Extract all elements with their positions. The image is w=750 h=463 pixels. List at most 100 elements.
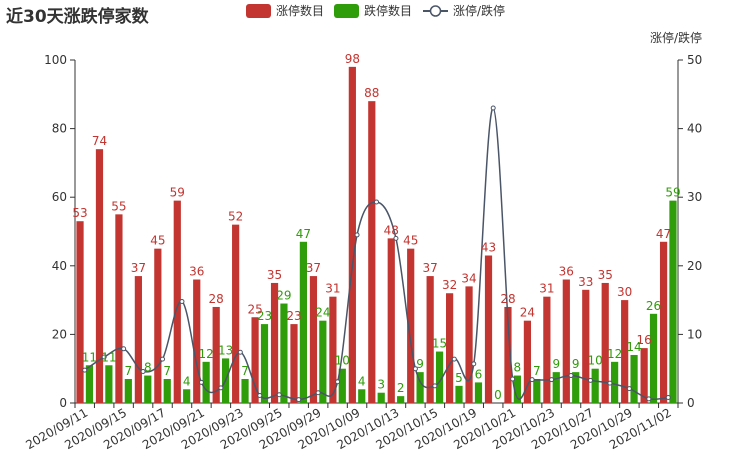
limit-down-bar[interactable] [552, 372, 560, 403]
limit-down-bar[interactable] [416, 372, 424, 403]
limit-down-bar[interactable] [124, 378, 132, 403]
limit-up-bar[interactable] [270, 282, 279, 403]
limit-up-bar[interactable] [329, 296, 337, 403]
limit-down-bar[interactable] [611, 361, 619, 403]
limit-down-bar[interactable] [163, 378, 171, 403]
limit-up-bar[interactable] [640, 348, 648, 403]
limit-up-value-label: 32 [442, 278, 457, 292]
limit-up-bar[interactable] [426, 276, 434, 403]
limit-down-bar[interactable] [260, 324, 269, 403]
limit-down-bar[interactable] [319, 320, 327, 403]
limit-up-bar[interactable] [251, 317, 259, 403]
legend-swatch-limit-up[interactable] [246, 4, 271, 18]
limit-up-bar[interactable] [290, 324, 298, 403]
ratio-point[interactable] [490, 105, 496, 111]
limit-up-bar[interactable] [309, 276, 318, 403]
limit-up-bar[interactable] [387, 238, 395, 403]
limit-up-bar[interactable] [115, 214, 123, 403]
ratio-point[interactable] [412, 366, 418, 372]
limit-down-bar[interactable] [358, 389, 366, 403]
limit-down-bar[interactable] [474, 382, 483, 403]
ratio-point[interactable] [568, 373, 574, 379]
limit-up-bar[interactable] [621, 300, 629, 403]
limit-up-bar[interactable] [134, 276, 142, 403]
ratio-point[interactable] [646, 396, 652, 402]
limit-down-bar[interactable] [85, 365, 94, 403]
ratio-point[interactable] [121, 346, 127, 352]
limit-up-bar[interactable] [95, 149, 104, 403]
limit-down-bar[interactable] [202, 361, 210, 403]
ratio-point[interactable] [626, 386, 632, 392]
limit-up-bar[interactable] [173, 200, 181, 403]
limit-down-bar[interactable] [280, 303, 288, 403]
bar-labels: 5311741155737845759436122813527252335292… [72, 52, 680, 402]
limit-up-bar[interactable] [582, 289, 590, 403]
ratio-point[interactable] [471, 361, 477, 367]
limit-down-bar[interactable] [105, 365, 113, 403]
limit-down-bar[interactable] [397, 396, 405, 403]
limit-down-bar[interactable] [377, 392, 385, 403]
limit-up-bar[interactable] [465, 286, 473, 403]
limit-down-bar[interactable] [241, 378, 249, 403]
ratio-point[interactable] [198, 379, 204, 385]
limit-up-bar[interactable] [601, 282, 609, 403]
limit-up-bar[interactable] [193, 279, 201, 403]
limit-up-bar[interactable] [543, 296, 551, 403]
limit-up-bar[interactable] [212, 306, 220, 403]
legend-swatch-ratio-point[interactable] [429, 5, 442, 17]
ratio-point[interactable] [587, 377, 593, 383]
limit-down-bar[interactable] [183, 389, 191, 403]
limit-down-bar[interactable] [533, 378, 541, 403]
ratio-point[interactable] [237, 349, 243, 355]
limit-up-bar[interactable] [484, 255, 493, 403]
ratio-point[interactable] [140, 368, 146, 374]
limit-up-bar[interactable] [368, 101, 376, 403]
ratio-point[interactable] [101, 354, 107, 360]
ratio-point[interactable] [179, 298, 185, 304]
limit-up-bar[interactable] [407, 248, 415, 403]
legend-swatch-limit-down[interactable] [334, 4, 359, 18]
limit-down-bar[interactable] [338, 368, 346, 403]
ratio-point[interactable] [374, 199, 379, 205]
ratio-point[interactable] [549, 377, 555, 383]
ratio-point[interactable] [335, 379, 341, 385]
limit-down-bar[interactable] [455, 385, 463, 403]
ratio-point[interactable] [218, 385, 224, 391]
legend-label-limit-up[interactable]: 涨停数目 [276, 3, 324, 18]
limit-up-bar[interactable] [232, 224, 240, 403]
ratio-point[interactable] [665, 395, 671, 401]
limit-down-bar[interactable] [572, 372, 580, 403]
limit-down-value-label: 11 [101, 350, 116, 364]
limit-down-bar[interactable] [669, 200, 677, 403]
limit-down-bar[interactable] [299, 241, 307, 403]
ratio-point[interactable] [82, 367, 88, 373]
limit-up-bar[interactable] [562, 279, 570, 403]
limit-down-bar[interactable] [513, 375, 521, 403]
limit-up-bar[interactable] [76, 221, 84, 403]
legend-label-limit-down[interactable]: 跌停数目 [364, 3, 412, 18]
ratio-point[interactable] [354, 232, 360, 238]
ratio-point[interactable] [315, 390, 321, 396]
ratio-point[interactable] [529, 377, 535, 383]
ratio-point[interactable] [276, 392, 282, 398]
limit-up-bar[interactable] [348, 66, 356, 404]
limit-down-bar[interactable] [144, 375, 152, 403]
limit-up-bar[interactable] [523, 320, 532, 403]
limit-up-bar[interactable] [659, 241, 668, 403]
ratio-point[interactable] [451, 356, 457, 362]
limit-down-bar[interactable] [591, 368, 599, 403]
limit-down-bar[interactable] [435, 351, 444, 403]
limit-down-bar[interactable] [630, 354, 638, 403]
limit-up-bar[interactable] [154, 248, 162, 403]
limit-down-bar[interactable] [649, 313, 658, 403]
limit-up-bar[interactable] [446, 293, 454, 403]
ratio-point[interactable] [432, 383, 438, 389]
ratio-point[interactable] [257, 392, 263, 398]
ratio-point[interactable] [607, 380, 613, 386]
ratio-point[interactable] [510, 376, 516, 382]
ratio-point[interactable] [393, 235, 399, 241]
limit-up-bar[interactable] [504, 306, 512, 403]
ratio-point[interactable] [160, 356, 166, 362]
ratio-point[interactable] [296, 397, 302, 403]
legend-label-ratio[interactable]: 涨停/跌停 [453, 3, 505, 18]
